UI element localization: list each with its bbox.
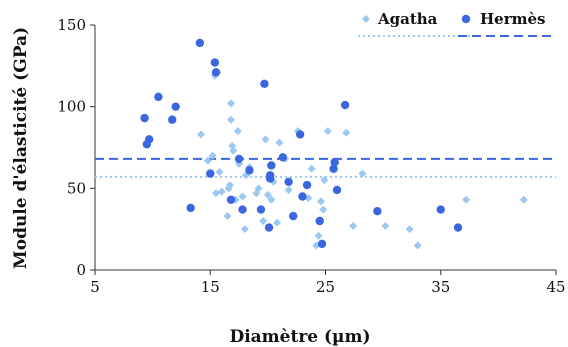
- point-herms: [436, 205, 445, 214]
- point-herms: [171, 102, 180, 111]
- point-agatha: [358, 169, 367, 178]
- point-agatha: [259, 217, 268, 225]
- legend-marker-agatha: [362, 15, 370, 23]
- y-tick-label: 100: [57, 98, 86, 116]
- point-agatha: [238, 192, 247, 201]
- point-agatha: [254, 184, 263, 193]
- y-axis-title: Module d'élasticité (GPa): [11, 27, 31, 269]
- point-herms: [245, 166, 254, 175]
- y-tick-label: 150: [57, 16, 86, 34]
- point-herms: [340, 100, 350, 110]
- point-agatha: [203, 156, 212, 165]
- point-herms: [267, 161, 276, 170]
- point-agatha: [405, 225, 414, 234]
- x-tick-label: 45: [546, 278, 565, 296]
- y-tick-label: 50: [67, 179, 86, 197]
- point-agatha: [307, 164, 316, 173]
- point-herms: [210, 58, 220, 67]
- point-agatha: [223, 212, 232, 221]
- point-herms: [264, 223, 274, 232]
- point-agatha: [349, 221, 358, 230]
- point-herms: [295, 130, 305, 139]
- point-agatha: [267, 195, 276, 204]
- point-herms: [144, 135, 154, 144]
- point-herms: [330, 158, 339, 167]
- point-agatha: [413, 241, 422, 250]
- point-herms: [140, 113, 149, 123]
- point-herms: [278, 153, 288, 162]
- point-herms: [211, 68, 221, 77]
- point-herms: [206, 169, 215, 178]
- point-herms: [289, 211, 298, 221]
- legend-label-agatha: Agatha: [377, 10, 438, 28]
- point-agatha: [519, 195, 528, 204]
- point-herms: [315, 216, 324, 226]
- legend-marker-herms: [461, 14, 471, 24]
- point-herms: [226, 195, 236, 204]
- point-herms: [373, 207, 382, 216]
- point-agatha: [323, 127, 332, 136]
- point-agatha: [197, 130, 206, 139]
- x-tick-label: 5: [90, 278, 100, 296]
- point-agatha: [215, 168, 224, 176]
- point-agatha: [275, 138, 284, 147]
- point-herms: [265, 171, 275, 180]
- point-agatha: [217, 187, 226, 196]
- point-herms: [329, 164, 338, 173]
- x-tick-label: 15: [201, 278, 220, 296]
- x-tick-label: 35: [431, 278, 450, 296]
- point-herms: [453, 223, 463, 232]
- point-agatha: [226, 115, 235, 124]
- legend: Agatha Hermès: [358, 10, 556, 37]
- point-agatha: [319, 205, 328, 214]
- point-herms: [260, 79, 269, 89]
- point-agatha: [316, 197, 325, 206]
- point-herms: [317, 239, 327, 249]
- point-herms: [302, 180, 312, 190]
- point-agatha: [233, 127, 242, 136]
- point-agatha: [462, 195, 471, 204]
- point-agatha: [212, 189, 221, 198]
- point-agatha: [229, 146, 238, 155]
- point-agatha: [314, 231, 323, 240]
- point-herms: [256, 205, 266, 214]
- point-herms: [298, 192, 307, 201]
- mean-lines: [95, 157, 556, 178]
- point-agatha: [263, 190, 272, 199]
- point-herms: [186, 203, 195, 213]
- point-agatha: [320, 176, 329, 185]
- point-agatha: [225, 181, 234, 190]
- x-axis-title: Diamètre (µm): [229, 327, 370, 347]
- point-herms: [332, 185, 342, 195]
- point-agatha: [208, 151, 217, 160]
- data-points: [140, 38, 528, 250]
- point-herms: [234, 154, 244, 164]
- y-tick-label: 0: [76, 261, 86, 279]
- point-agatha: [226, 99, 235, 108]
- legend-label-herms: Hermès: [480, 10, 545, 28]
- point-herms: [284, 177, 293, 186]
- point-agatha: [261, 135, 270, 144]
- point-herms: [238, 205, 247, 214]
- point-herms: [195, 38, 205, 48]
- point-agatha: [273, 218, 282, 227]
- point-agatha: [381, 221, 390, 230]
- point-agatha: [342, 128, 351, 137]
- point-herms: [154, 92, 163, 102]
- point-herms: [168, 115, 177, 124]
- axes: 0 50 100 150 5 15 25 35 45: [57, 16, 565, 296]
- x-tick-label: 25: [316, 278, 335, 296]
- point-agatha: [284, 185, 293, 194]
- point-agatha: [240, 225, 249, 234]
